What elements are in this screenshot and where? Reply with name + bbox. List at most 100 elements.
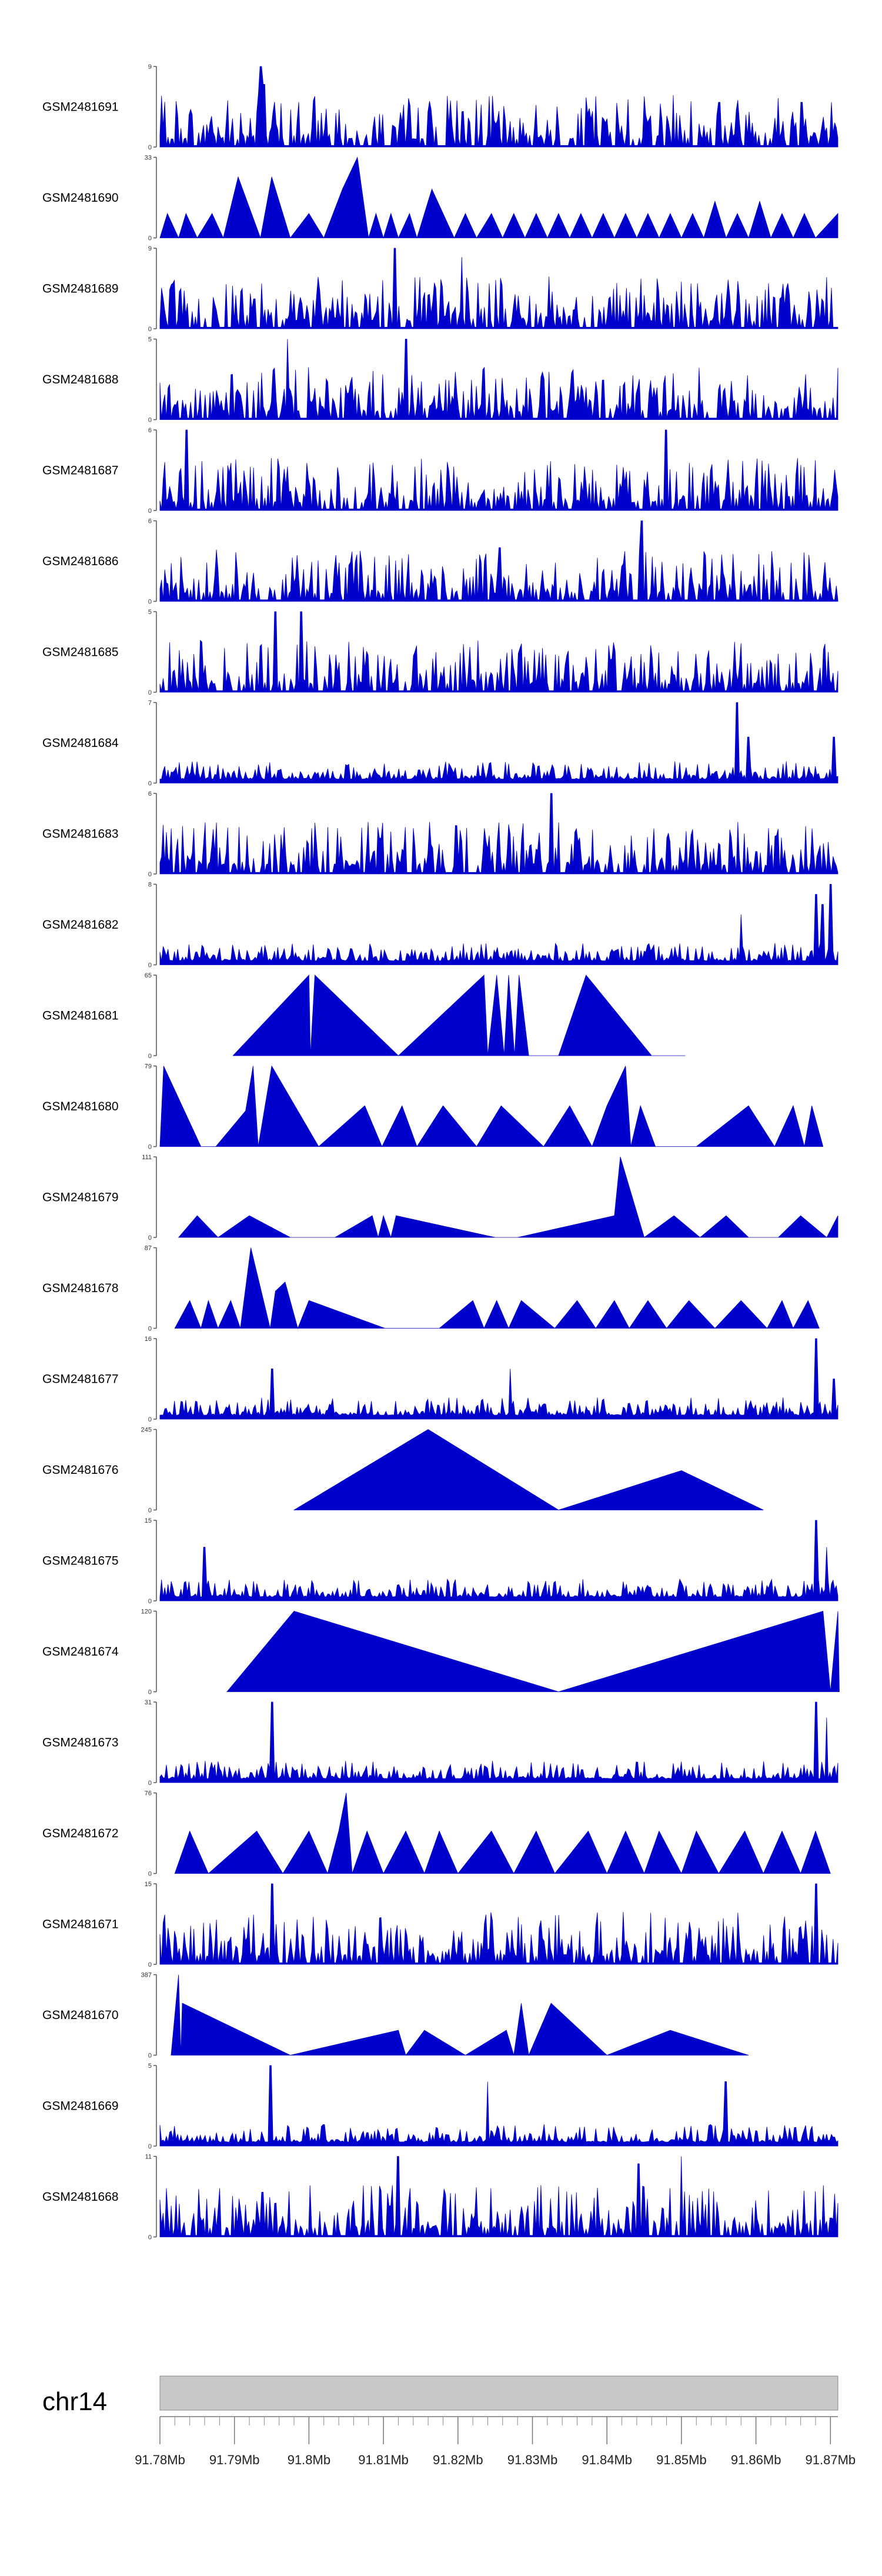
- y-max-label: 6: [148, 518, 152, 525]
- track-label: GSM2481687: [42, 464, 119, 478]
- track-GSM2481683: GSM2481683 6 0: [42, 790, 838, 878]
- y-max-label: 9: [148, 245, 152, 252]
- y-max-label: 245: [141, 1427, 152, 1434]
- x-tick-label: 91.78Mb: [135, 2452, 185, 2467]
- coverage-area: [159, 1520, 838, 1601]
- y-max-label: 8: [148, 882, 152, 889]
- y-min-label: 0: [148, 508, 152, 515]
- y-min-label: 0: [148, 1326, 152, 1333]
- track-label: GSM2481672: [42, 1827, 119, 1840]
- track-GSM2481687: GSM2481687 6 0: [42, 427, 838, 515]
- coverage-area: [178, 1156, 838, 1239]
- coverage-area: [159, 1883, 838, 1965]
- y-min-label: 0: [148, 1234, 152, 1242]
- track-GSM2481688: GSM2481688 5 0: [42, 336, 838, 424]
- track-GSM2481675: GSM2481675 15 0: [42, 1517, 838, 1605]
- y-max-label: 11: [145, 2154, 152, 2161]
- track-GSM2481691: GSM2481691 9 0: [42, 64, 838, 151]
- coverage-area: [159, 1065, 824, 1147]
- y-max-label: 111: [142, 1154, 152, 1161]
- chromosome-label: chr14: [42, 2387, 107, 2416]
- y-min-label: 0: [148, 2143, 152, 2150]
- y-max-label: 79: [145, 1063, 152, 1070]
- coverage-area: [159, 156, 838, 239]
- y-min-label: 0: [148, 1416, 152, 1423]
- track-GSM2481682: GSM2481682 8 0: [42, 882, 838, 969]
- track-GSM2481679: GSM2481679 111 0: [42, 1154, 838, 1242]
- track-GSM2481673: GSM2481673 31 0: [42, 1699, 838, 1787]
- coverage-area: [159, 520, 838, 602]
- y-min-label: 0: [148, 1961, 152, 1968]
- track-label: GSM2481681: [42, 1009, 119, 1023]
- x-tick-label: 91.84Mb: [582, 2452, 632, 2467]
- track-label: GSM2481683: [42, 827, 119, 841]
- track-GSM2481678: GSM2481678 87 0: [42, 1245, 820, 1333]
- y-min-label: 0: [148, 144, 152, 151]
- track-GSM2481681: GSM2481681 65 0: [42, 972, 686, 1060]
- y-max-label: 65: [145, 972, 152, 979]
- coverage-area: [174, 1247, 820, 1329]
- coverage-area: [226, 1610, 840, 1692]
- y-max-label: 16: [145, 1336, 152, 1343]
- y-min-label: 0: [148, 417, 152, 424]
- y-max-label: 6: [148, 427, 152, 434]
- track-label: GSM2481690: [42, 191, 119, 205]
- track-label: GSM2481686: [42, 555, 119, 568]
- y-min-label: 0: [148, 1689, 152, 1696]
- track-label: GSM2481682: [42, 918, 119, 932]
- track-GSM2481677: GSM2481677 16 0: [42, 1336, 838, 1423]
- track-label: GSM2481685: [42, 646, 119, 659]
- coverage-area: [159, 248, 838, 329]
- y-min-label: 0: [148, 1598, 152, 1605]
- y-max-label: 9: [148, 64, 152, 71]
- y-min-label: 0: [148, 1780, 152, 1787]
- y-min-label: 0: [148, 326, 152, 333]
- track-label: GSM2481670: [42, 2008, 119, 2022]
- y-min-label: 0: [148, 962, 152, 969]
- track-label: GSM2481679: [42, 1191, 119, 1204]
- x-tick-label: 91.81Mb: [358, 2452, 409, 2467]
- track-GSM2481680: GSM2481680 79 0: [42, 1063, 824, 1151]
- coverage-area: [232, 975, 686, 1056]
- y-max-label: 33: [145, 155, 152, 162]
- track-label: GSM2481689: [42, 282, 119, 296]
- y-max-label: 5: [148, 336, 152, 343]
- y-min-label: 0: [148, 2234, 152, 2241]
- coverage-area: [159, 339, 838, 420]
- track-label: GSM2481668: [42, 2190, 119, 2204]
- track-label: GSM2481673: [42, 1736, 119, 1750]
- y-max-label: 31: [145, 1699, 152, 1706]
- track-GSM2481672: GSM2481672 76 0: [42, 1790, 831, 1878]
- y-min-label: 0: [148, 871, 152, 878]
- track-GSM2481685: GSM2481685 5 0: [42, 609, 838, 696]
- x-tick-label: 91.85Mb: [656, 2452, 707, 2467]
- y-min-label: 0: [148, 780, 152, 788]
- y-max-label: 76: [145, 1790, 152, 1797]
- track-GSM2481669: GSM2481669 5 0: [42, 2063, 838, 2150]
- x-tick-label: 91.86Mb: [731, 2452, 781, 2467]
- track-label: GSM2481676: [42, 1463, 119, 1477]
- coverage-area: [159, 66, 838, 148]
- y-max-label: 87: [145, 1245, 152, 1252]
- track-GSM2481668: GSM2481668 11 0: [42, 2154, 838, 2241]
- y-min-label: 0: [148, 2053, 152, 2060]
- genome-axis: chr14 91.78Mb 91.79Mb 91.8Mb 91.81Mb 91.82Mb 9…: [42, 2375, 856, 2467]
- track-label: GSM2481671: [42, 1918, 119, 1931]
- coverage-area: [159, 702, 838, 783]
- coverage-area: [159, 611, 838, 693]
- track-label: GSM2481677: [42, 1373, 119, 1386]
- track-GSM2481686: GSM2481686 6 0: [42, 518, 838, 606]
- coverage-area: [159, 1338, 838, 1420]
- track-GSM2481671: GSM2481671 15 0: [42, 1881, 838, 1968]
- track-GSM2481670: GSM2481670 387 0: [42, 1972, 749, 2060]
- y-min-label: 0: [148, 689, 152, 696]
- track-GSM2481684: GSM2481684 7 0: [42, 700, 838, 788]
- track-label: GSM2481669: [42, 2100, 119, 2113]
- x-tick-label: 91.79Mb: [209, 2452, 260, 2467]
- x-tick-label: 91.82Mb: [433, 2452, 483, 2467]
- y-min-label: 0: [148, 1053, 152, 1060]
- chromosome-ideogram-bar: [159, 2375, 838, 2411]
- track-label: GSM2481674: [42, 1645, 119, 1659]
- y-max-label: 5: [148, 2063, 152, 2070]
